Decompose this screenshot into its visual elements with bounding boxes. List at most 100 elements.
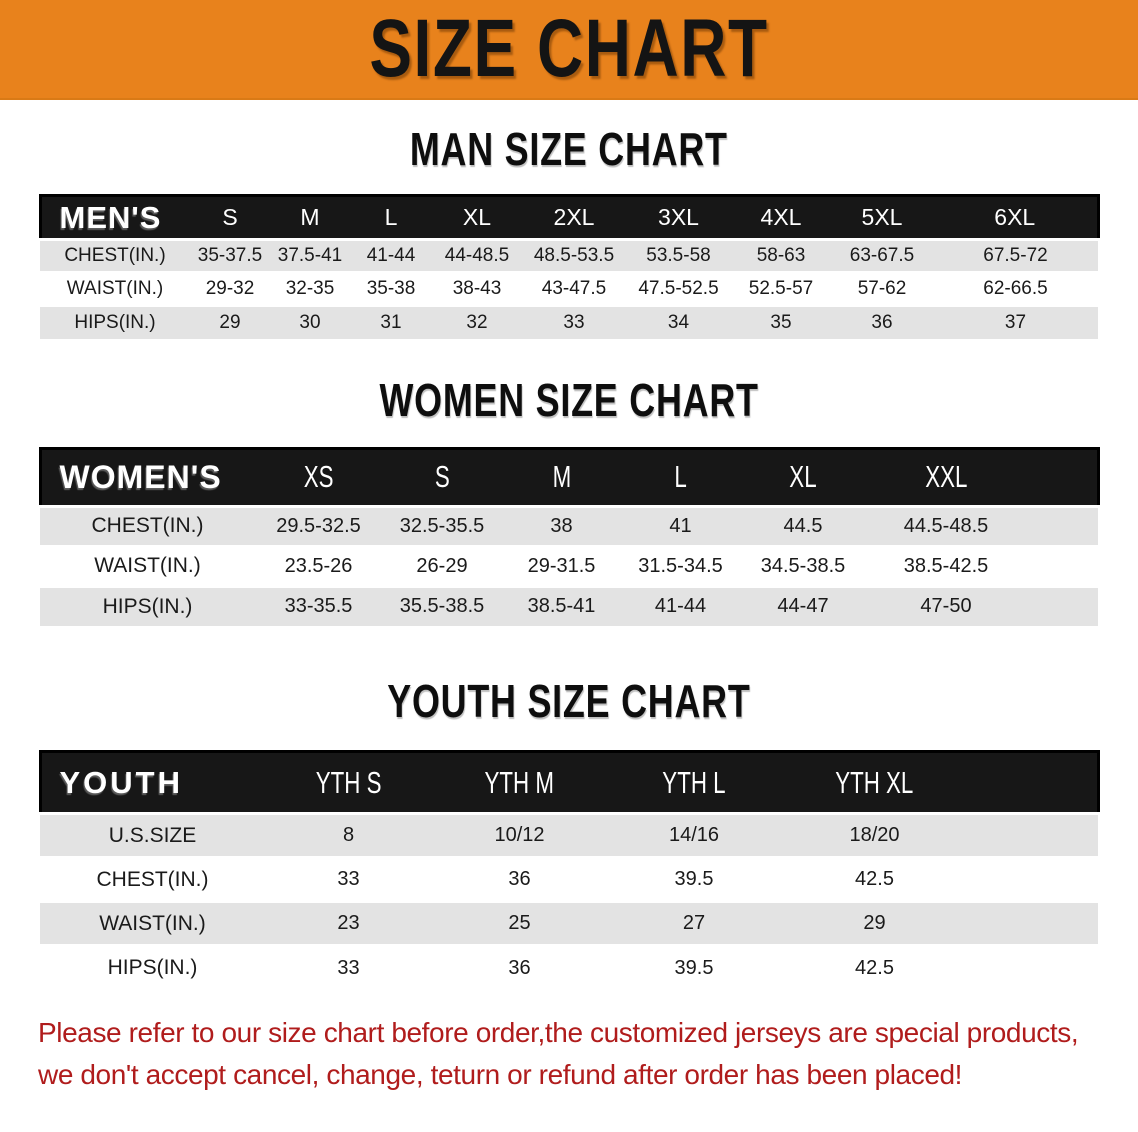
filler-cell	[1026, 584, 1098, 626]
column-header-3xl: 3XL	[626, 195, 731, 240]
size-cell: 18/20	[781, 812, 968, 858]
table-row: CHEST(IN.) 35-37.5 37.5-41 41-44 44-48.5 48.5…	[40, 238, 1098, 273]
size-cell: 43-47.5	[522, 271, 626, 306]
section-women: WOMEN SIZE CHART WOMEN'S XS S M L XL XXL CHEST(…	[0, 377, 1138, 626]
women-section-heading: WOMEN SIZE CHART	[0, 377, 1138, 423]
table-row: HIPS(IN.) 33-35.5 35.5-38.5 38.5-41 41-44 44-…	[40, 584, 1098, 626]
youth-size-table: YOUTH YTH S YTH M YTH L YTH XL U.S.SIZE 8 10/12…	[39, 750, 1100, 990]
column-header-s: S	[382, 448, 502, 506]
size-cell: 14/16	[607, 812, 781, 858]
size-cell: 29.5-32.5	[255, 504, 382, 546]
size-cell: 29-31.5	[502, 544, 621, 586]
column-header-4xl: 4XL	[731, 195, 831, 240]
size-cell: 36	[432, 944, 607, 990]
size-cell: 38	[502, 504, 621, 546]
size-cell: 23	[265, 900, 432, 946]
size-cell: 27	[607, 900, 781, 946]
size-cell: 33-35.5	[255, 584, 382, 626]
column-header-text: XL	[789, 459, 817, 494]
column-header-l: L	[621, 448, 740, 506]
size-cell: 39.5	[607, 856, 781, 902]
size-cell: 62-66.5	[933, 271, 1098, 306]
size-cell: 58-63	[731, 238, 831, 273]
youth-header-row: YOUTH YTH S YTH M YTH L YTH XL	[40, 751, 1098, 814]
section-men: MAN SIZE CHART MEN'S S M L XL 2XL 3XL 4XL 5XL 6XL…	[0, 126, 1138, 339]
women-section-heading-text: WOMEN SIZE CHART	[379, 373, 759, 426]
youth-group-label-text: YOUTH	[59, 764, 183, 800]
notice-line-1: Please refer to our size chart before or…	[38, 1016, 1079, 1048]
page-title-text: SIZE CHART	[369, 3, 769, 94]
column-header-yth-s: YTH S	[265, 751, 432, 814]
column-header-text: L	[674, 459, 687, 494]
page-title: SIZE CHART	[313, 8, 825, 90]
size-cell: 41	[621, 504, 740, 546]
column-header-text: M	[552, 459, 571, 494]
men-section-heading: MAN SIZE CHART	[0, 126, 1138, 172]
column-header-xl: XL	[740, 448, 866, 506]
column-header-6xl: 6XL	[933, 195, 1098, 240]
header-filler-cell	[968, 751, 1098, 814]
size-cell: 41-44	[350, 238, 432, 273]
column-header-text: 5XL	[861, 204, 903, 230]
notice-line-2: we don't accept cancel, change, teturn o…	[38, 1058, 963, 1090]
size-cell: 8	[265, 812, 432, 858]
row-label: HIPS(IN.)	[40, 304, 190, 339]
filler-cell	[1026, 504, 1098, 546]
youth-section-heading: YOUTH SIZE CHART	[0, 678, 1138, 724]
size-cell: 44.5	[740, 504, 866, 546]
column-header-text: 2XL	[553, 204, 595, 230]
size-cell: 44-47	[740, 584, 866, 626]
size-cell: 33	[522, 304, 626, 339]
size-cell: 38.5-41	[502, 584, 621, 626]
men-size-table: MEN'S S M L XL 2XL 3XL 4XL 5XL 6XL CHEST(IN.) 35-37…	[39, 194, 1100, 339]
row-label: HIPS(IN.)	[40, 584, 255, 626]
banner: SIZE CHART	[0, 0, 1138, 100]
size-cell: 23.5-26	[255, 544, 382, 586]
size-cell: 10/12	[432, 812, 607, 858]
sections: MAN SIZE CHART MEN'S S M L XL 2XL 3XL 4XL 5XL 6XL…	[0, 126, 1138, 990]
size-cell: 34.5-38.5	[740, 544, 866, 586]
size-cell: 37.5-41	[270, 238, 350, 273]
size-cell: 25	[432, 900, 607, 946]
size-cell: 52.5-57	[731, 271, 831, 306]
size-cell: 42.5	[781, 856, 968, 902]
row-label: CHEST(IN.)	[40, 238, 190, 273]
column-header-text: YTH XL	[835, 764, 914, 800]
filler-cell	[968, 944, 1098, 990]
column-header-xxl: XXL	[866, 448, 1026, 506]
column-header-text: YTH L	[662, 764, 726, 800]
size-cell: 38-43	[432, 271, 522, 306]
youth-group-label: YOUTH	[40, 751, 265, 814]
column-header-yth-l: YTH L	[607, 751, 781, 814]
column-header-text: L	[384, 204, 398, 230]
column-header-text: XL	[462, 204, 492, 230]
column-header-m: M	[502, 448, 621, 506]
column-header-l: L	[350, 195, 432, 240]
row-label: WAIST(IN.)	[40, 271, 190, 306]
column-header-2xl: 2XL	[522, 195, 626, 240]
size-cell: 57-62	[831, 271, 933, 306]
header-filler-cell	[1026, 448, 1098, 506]
size-cell: 35-37.5	[190, 238, 270, 273]
men-group-label: MEN'S	[40, 195, 190, 240]
row-label: HIPS(IN.)	[40, 944, 265, 990]
size-cell: 30	[270, 304, 350, 339]
filler-cell	[968, 856, 1098, 902]
size-cell: 26-29	[382, 544, 502, 586]
column-header-xs: XS	[255, 448, 382, 506]
size-cell: 29	[781, 900, 968, 946]
size-cell: 32-35	[270, 271, 350, 306]
size-cell: 29-32	[190, 271, 270, 306]
men-header-row: MEN'S S M L XL 2XL 3XL 4XL 5XL 6XL	[40, 195, 1098, 240]
column-header-text: XXL	[924, 459, 968, 494]
row-label: CHEST(IN.)	[40, 856, 265, 902]
size-cell: 67.5-72	[933, 238, 1098, 273]
footer-notice: Please refer to our size chart before or…	[0, 1012, 1138, 1096]
size-cell: 32	[432, 304, 522, 339]
size-cell: 29	[190, 304, 270, 339]
size-cell: 33	[265, 944, 432, 990]
column-header-text: XS	[303, 459, 334, 494]
column-header-text: YTH S	[315, 764, 382, 800]
women-group-label-text: WOMEN'S	[59, 458, 222, 495]
